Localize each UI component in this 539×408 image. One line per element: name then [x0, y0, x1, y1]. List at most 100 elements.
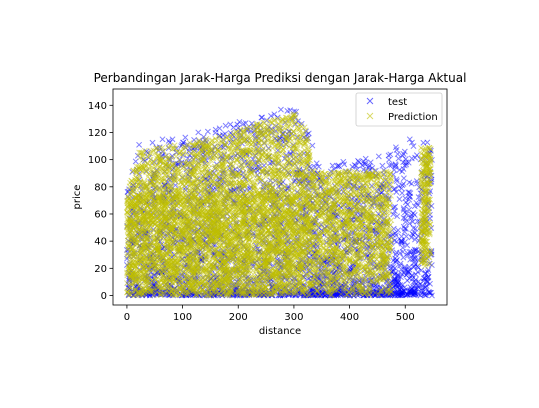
- chart-title: Perbandingan Jarak-Harga Prediksi dengan…: [94, 71, 467, 85]
- test-point: [392, 162, 399, 169]
- test-point: [387, 263, 394, 270]
- test-point: [200, 134, 207, 140]
- test-point: [379, 162, 386, 169]
- test-point: [405, 288, 412, 295]
- test-point: [406, 136, 413, 143]
- test-point: [410, 289, 417, 296]
- prediction-point: [203, 137, 209, 144]
- test-point: [390, 257, 397, 264]
- test-point: [410, 264, 417, 271]
- test-point: [242, 120, 249, 127]
- test-point: [422, 270, 429, 277]
- test-point: [406, 179, 413, 186]
- test-point: [159, 136, 166, 143]
- test-point: [422, 274, 429, 281]
- test-point: [362, 155, 369, 162]
- test-point: [407, 256, 414, 263]
- test-point: [398, 233, 405, 240]
- series-prediction-points: [123, 111, 434, 299]
- test-point: [400, 254, 407, 261]
- test-point: [408, 155, 415, 162]
- test-point: [393, 278, 400, 285]
- test-point: [132, 158, 139, 165]
- test-point: [409, 218, 416, 225]
- test-point: [425, 289, 432, 296]
- test-point: [397, 250, 404, 256]
- test-point: [165, 137, 172, 144]
- test-point: [427, 289, 434, 296]
- test-point: [411, 282, 418, 289]
- test-point: [216, 125, 223, 132]
- test-point: [404, 201, 411, 208]
- test-point: [413, 152, 420, 159]
- test-point: [404, 242, 411, 249]
- test-point: [315, 292, 322, 298]
- test-point: [407, 213, 414, 220]
- test-point: [402, 215, 409, 222]
- test-point: [259, 114, 266, 121]
- test-point: [412, 276, 419, 283]
- test-point: [397, 260, 404, 267]
- test-point: [392, 161, 399, 168]
- test-point: [361, 160, 368, 167]
- test-point: [391, 275, 398, 282]
- test-point: [222, 122, 229, 129]
- test-point: [404, 271, 411, 277]
- test-point: [412, 247, 419, 254]
- test-point: [411, 203, 418, 210]
- test-point: [313, 160, 320, 167]
- test-point: [341, 161, 348, 168]
- test-point: [401, 148, 408, 155]
- test-point: [395, 155, 402, 162]
- test-point: [411, 229, 418, 236]
- test-point: [236, 118, 243, 125]
- test-point: [393, 176, 400, 183]
- test-point: [408, 215, 415, 222]
- test-point: [412, 255, 418, 262]
- test-point: [404, 277, 411, 284]
- test-point: [399, 288, 406, 295]
- test-point: [406, 220, 413, 227]
- test-point: [412, 289, 419, 296]
- test-point: [315, 163, 322, 170]
- test-point: [329, 162, 336, 169]
- test-point: [400, 206, 407, 213]
- test-point: [394, 273, 401, 280]
- test-point: [406, 248, 413, 255]
- test-point: [413, 199, 420, 206]
- test-point: [401, 263, 408, 270]
- test-point: [394, 213, 401, 220]
- test-point: [402, 239, 408, 245]
- test-point: [398, 266, 405, 273]
- test-point: [399, 190, 406, 197]
- test-point: [230, 124, 237, 131]
- test-point: [424, 279, 431, 286]
- test-point: [353, 162, 360, 169]
- test-point: [367, 159, 374, 166]
- test-point: [408, 139, 415, 146]
- test-point: [277, 106, 284, 113]
- test-point: [400, 214, 407, 221]
- test-point: [396, 167, 403, 173]
- test-point: [393, 189, 400, 195]
- test-point: [350, 281, 357, 287]
- test-point: [393, 178, 400, 185]
- test-point: [415, 264, 422, 271]
- test-point: [387, 151, 394, 158]
- test-point: [390, 211, 397, 218]
- test-point: [204, 128, 211, 135]
- test-point: [334, 163, 341, 170]
- test-point: [400, 223, 407, 230]
- test-point: [400, 175, 407, 182]
- test-point: [406, 266, 413, 273]
- test-point: [182, 134, 189, 141]
- test-point: [407, 193, 413, 200]
- test-point: [149, 139, 156, 146]
- test-point: [369, 165, 376, 171]
- test-point: [394, 151, 401, 158]
- test-point: [412, 236, 418, 243]
- test-point: [405, 189, 412, 196]
- test-point: [404, 252, 411, 259]
- test-point: [403, 161, 410, 168]
